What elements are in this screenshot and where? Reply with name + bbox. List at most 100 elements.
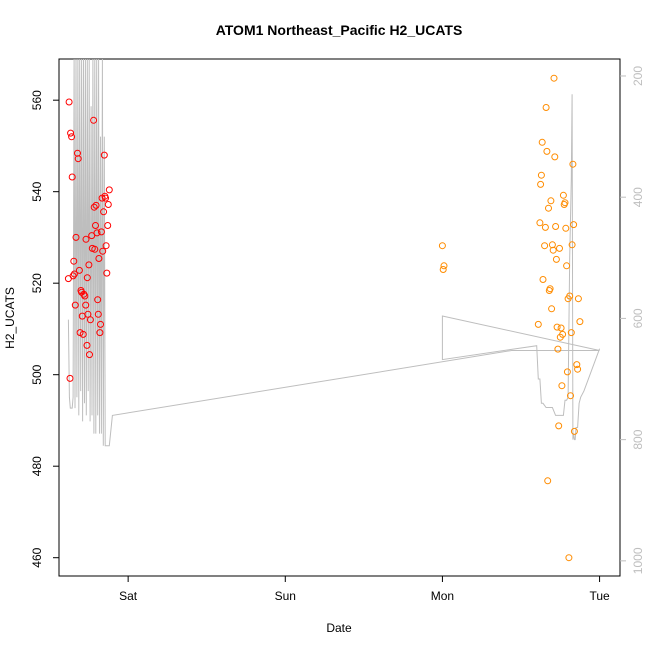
data-point-flight-2-11 bbox=[542, 104, 550, 111]
data-point-flight-1-9 bbox=[71, 301, 79, 309]
x-tick-label-0: Sat bbox=[119, 589, 138, 603]
data-point-flight-1-23 bbox=[83, 341, 91, 349]
data-point-flight-1-22 bbox=[82, 235, 90, 243]
data-point-flight-2-28 bbox=[556, 244, 563, 252]
y2-tick-label-3: 800 bbox=[631, 429, 645, 449]
data-point-flight-1-36 bbox=[93, 229, 101, 237]
data-point-flight-2-36 bbox=[562, 224, 570, 232]
x-tick-label-2: Mon bbox=[431, 589, 454, 603]
chart-title: ATOM1 Northeast_Pacific H2_UCATS bbox=[216, 22, 463, 38]
y-axis-label: H2_UCATS bbox=[3, 287, 17, 349]
data-point-flight-2-31 bbox=[558, 382, 566, 390]
data-point-flight-1-53 bbox=[105, 186, 113, 194]
data-point-flight-2-18 bbox=[548, 305, 556, 313]
data-point-flight-1-49 bbox=[102, 242, 110, 250]
data-point-flight-2-9 bbox=[541, 242, 549, 250]
data-point-flight-1-39 bbox=[95, 255, 103, 262]
secondary-y-axis: 200 400 600 800 1000 bbox=[620, 66, 645, 574]
data-point-flight-2-14 bbox=[545, 204, 552, 212]
data-point-flight-1-13 bbox=[75, 266, 83, 274]
data-point-flight-2-46 bbox=[570, 221, 578, 229]
data-point-flight-1-44 bbox=[99, 247, 107, 255]
data-point-flight-2-27 bbox=[555, 422, 563, 430]
data-point-flight-1-45 bbox=[100, 208, 108, 216]
y-tick-label-5: 560 bbox=[30, 90, 44, 110]
data-point-flight-2-49 bbox=[574, 365, 582, 373]
data-point-flight-1-10 bbox=[72, 233, 80, 241]
data-point-flight-1-42 bbox=[97, 228, 105, 236]
y-tick-label-4: 540 bbox=[30, 181, 44, 201]
data-point-flight-1-48 bbox=[102, 194, 109, 202]
data-point-flight-2-42 bbox=[567, 392, 574, 400]
data-point-flight-2-13 bbox=[544, 477, 552, 485]
data-point-flight-1-46 bbox=[100, 151, 108, 159]
data-point-flight-2-23 bbox=[552, 223, 560, 230]
data-point-flight-2-22 bbox=[551, 153, 559, 161]
data-point-flight-1-3 bbox=[67, 129, 75, 137]
data-point-flight-1-52 bbox=[104, 201, 112, 208]
data-point-flight-2-30 bbox=[557, 324, 565, 332]
data-point-flight-2-7 bbox=[538, 138, 546, 146]
data-point-flight-2-19 bbox=[548, 241, 556, 249]
data-point-flight-2-3 bbox=[534, 320, 542, 328]
data-point-flight-1-4 bbox=[68, 133, 76, 141]
data-point-flight-1-8 bbox=[70, 270, 78, 278]
data-point-flight-1-34 bbox=[92, 222, 99, 229]
data-point-flight-2-6 bbox=[537, 171, 545, 179]
data-point-flight-2-48 bbox=[573, 361, 581, 369]
data-point-flight-2-25 bbox=[553, 323, 561, 331]
data-point-flight-1-2 bbox=[66, 374, 74, 382]
x-tick-label-3: Tue bbox=[589, 589, 610, 603]
data-point-flight-1-20 bbox=[81, 292, 89, 300]
data-point-flight-2-21 bbox=[550, 74, 558, 82]
data-point-flight-2-35 bbox=[561, 199, 569, 207]
data-point-flight-1-28 bbox=[86, 316, 94, 324]
data-point-flight-1-12 bbox=[74, 155, 82, 163]
data-point-flight-1-1 bbox=[65, 98, 73, 106]
data-point-flight-2-44 bbox=[568, 241, 576, 249]
data-point-flight-1-24 bbox=[83, 274, 91, 282]
data-point-flight-1-32 bbox=[90, 203, 98, 211]
data-point-flight-1-29 bbox=[88, 232, 96, 240]
data-point-flight-2-20 bbox=[549, 246, 557, 254]
y-tick-label-0: 460 bbox=[30, 547, 44, 567]
y2-tick-label-1: 400 bbox=[631, 187, 645, 207]
data-point-flight-1-38 bbox=[94, 310, 102, 318]
data-point-flight-2-41 bbox=[566, 292, 574, 300]
data-point-flight-2-5 bbox=[537, 180, 545, 188]
y-tick-label-2: 500 bbox=[30, 364, 44, 384]
data-point-flight-2-12 bbox=[543, 147, 551, 155]
y2-tick-label-4: 1000 bbox=[631, 547, 645, 574]
y-axis: 460 480 500 520 540 560 bbox=[30, 90, 59, 568]
y2-tick-label-0: 200 bbox=[631, 66, 645, 86]
data-point-flight-1-41 bbox=[97, 320, 104, 328]
data-point-flight-2-8 bbox=[539, 276, 547, 283]
data-point-flight-1-7 bbox=[70, 257, 78, 265]
x-tick-label-1: Sun bbox=[275, 589, 296, 603]
data-point-flight-2-26 bbox=[554, 345, 562, 353]
plot-frame bbox=[58, 58, 621, 577]
data-point-flight-1-40 bbox=[96, 329, 104, 337]
data-point-flight-2-43 bbox=[567, 329, 575, 337]
data-point-flight-1-21 bbox=[82, 301, 90, 309]
data-point-flight-1-50 bbox=[103, 269, 111, 277]
data-point-flight-2-37 bbox=[563, 262, 571, 270]
data-point-flight-1-37 bbox=[94, 296, 102, 304]
data-point-flight-2-40 bbox=[565, 554, 573, 562]
data-point-flight-2-32 bbox=[559, 330, 567, 338]
data-point-flight-2-10 bbox=[541, 223, 549, 231]
data-point-flight-1-35 bbox=[92, 201, 100, 209]
data-point-flight-1-27 bbox=[86, 351, 93, 359]
data-point-flight-2-38 bbox=[563, 368, 571, 376]
data-point-flight-2-4 bbox=[536, 219, 544, 227]
y2-tick-label-2: 600 bbox=[631, 308, 645, 328]
y-tick-label-1: 480 bbox=[30, 456, 44, 476]
data-point-flight-1-6 bbox=[69, 272, 77, 280]
data-point-flight-1-18 bbox=[79, 330, 87, 338]
data-point-flight-2-51 bbox=[576, 318, 584, 326]
data-point-flight-2-2 bbox=[440, 262, 448, 270]
data-point-flight-1-5 bbox=[68, 173, 76, 181]
data-point-flight-2-1 bbox=[439, 266, 447, 273]
